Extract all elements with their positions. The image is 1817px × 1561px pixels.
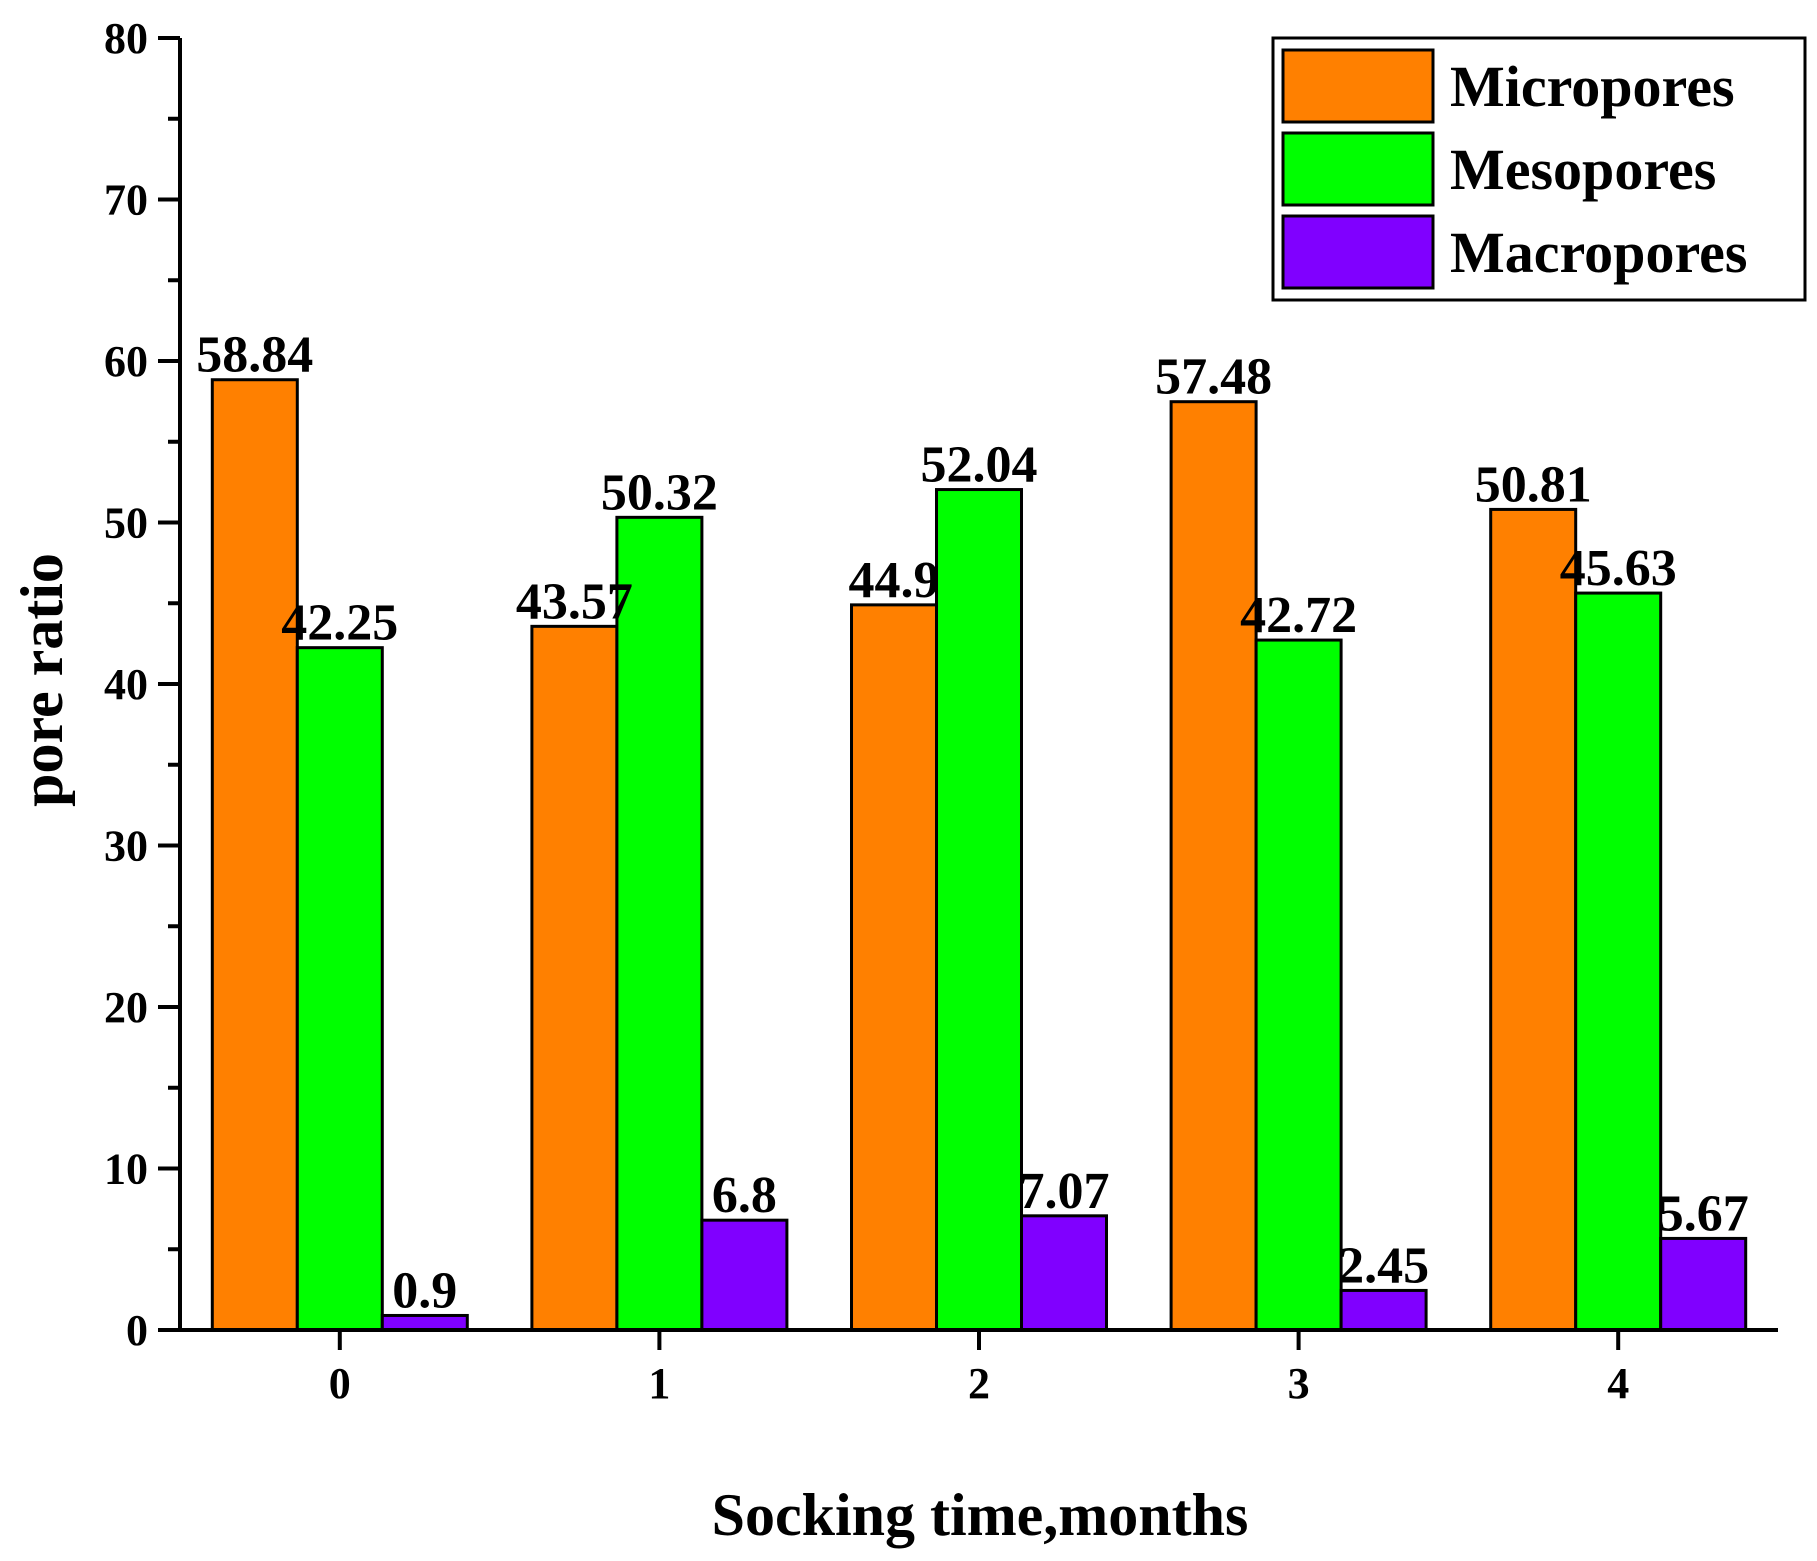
bar-macropores-2 xyxy=(1020,1214,1108,1332)
y-tick-label: 20 xyxy=(104,983,148,1032)
x-axis-title: Socking time,months xyxy=(712,1482,1249,1548)
bar-value-label: 50.32 xyxy=(601,464,718,521)
bar-value-label: 5.67 xyxy=(1658,1185,1749,1242)
y-tick-label: 30 xyxy=(104,822,148,871)
bar-micropores-2 xyxy=(850,603,938,1332)
x-tick-label: 2 xyxy=(968,1359,990,1408)
bar-value-label: 44.9 xyxy=(849,552,940,609)
bar-value-label: 57.48 xyxy=(1155,349,1272,406)
legend-label-macropores: Macropores xyxy=(1450,220,1747,285)
bar-value-label: 45.63 xyxy=(1560,540,1677,597)
y-tick-label: 10 xyxy=(104,1145,148,1194)
bar-micropores-3 xyxy=(1169,400,1258,1332)
y-tick-label: 70 xyxy=(104,176,148,225)
bar-mesopores-4 xyxy=(1574,591,1663,1332)
bar-mesopores-3 xyxy=(1254,638,1343,1332)
bar-value-label: 42.25 xyxy=(281,595,398,652)
legend-swatch-micropores xyxy=(1281,48,1435,124)
y-axis-title: pore ratio xyxy=(9,553,75,807)
bar-mesopores-1 xyxy=(615,515,704,1332)
bar-labels-layer: 58.84 42.25 0.9 43.57 50.32 6.8 44.9 52.04 7.07 5… xyxy=(196,327,1748,1320)
bar-micropores-4 xyxy=(1489,507,1578,1332)
bar-micropores-1 xyxy=(530,624,619,1332)
bars-layer xyxy=(210,378,1748,1332)
y-tick-label: 50 xyxy=(104,499,148,548)
bar-value-label: 2.45 xyxy=(1338,1237,1429,1294)
bar-value-label: 0.9 xyxy=(392,1262,457,1319)
x-tick-label: 0 xyxy=(329,1359,351,1408)
bar-value-label: 7.07 xyxy=(1019,1163,1110,1220)
bar-value-label: 52.04 xyxy=(921,437,1038,494)
bar-value-label: 6.8 xyxy=(712,1167,777,1224)
legend: Micropores Mesopores Macropores xyxy=(1271,36,1807,302)
bar-mesopores-2 xyxy=(935,488,1023,1332)
x-tick-label: 4 xyxy=(1607,1359,1629,1408)
bar-macropores-1 xyxy=(700,1218,789,1332)
axes-layer: 0 10 20 30 40 50 60 70 80 0 1 2 3 4 xyxy=(104,14,1778,1408)
bar-macropores-4 xyxy=(1659,1236,1748,1332)
y-tick-label: 80 xyxy=(104,14,148,63)
bar-value-label: 58.84 xyxy=(196,327,313,384)
y-tick-label: 40 xyxy=(104,660,148,709)
legend-swatch-macropores xyxy=(1281,214,1435,290)
bar-value-label: 42.72 xyxy=(1240,587,1357,644)
y-tick-label: 60 xyxy=(104,337,148,386)
bar-value-label: 43.57 xyxy=(516,573,633,630)
legend-label-micropores: Micropores xyxy=(1450,54,1735,119)
bar-value-label: 50.81 xyxy=(1475,456,1592,513)
legend-label-mesopores: Mesopores xyxy=(1450,137,1716,202)
bar-micropores-0 xyxy=(210,378,299,1332)
x-tick-label: 1 xyxy=(648,1359,670,1408)
legend-swatch-mesopores xyxy=(1281,131,1435,207)
bar-mesopores-0 xyxy=(295,646,384,1332)
y-tick-label: 0 xyxy=(126,1306,148,1355)
x-tick-label: 3 xyxy=(1288,1359,1310,1408)
bar-macropores-3 xyxy=(1339,1288,1428,1332)
